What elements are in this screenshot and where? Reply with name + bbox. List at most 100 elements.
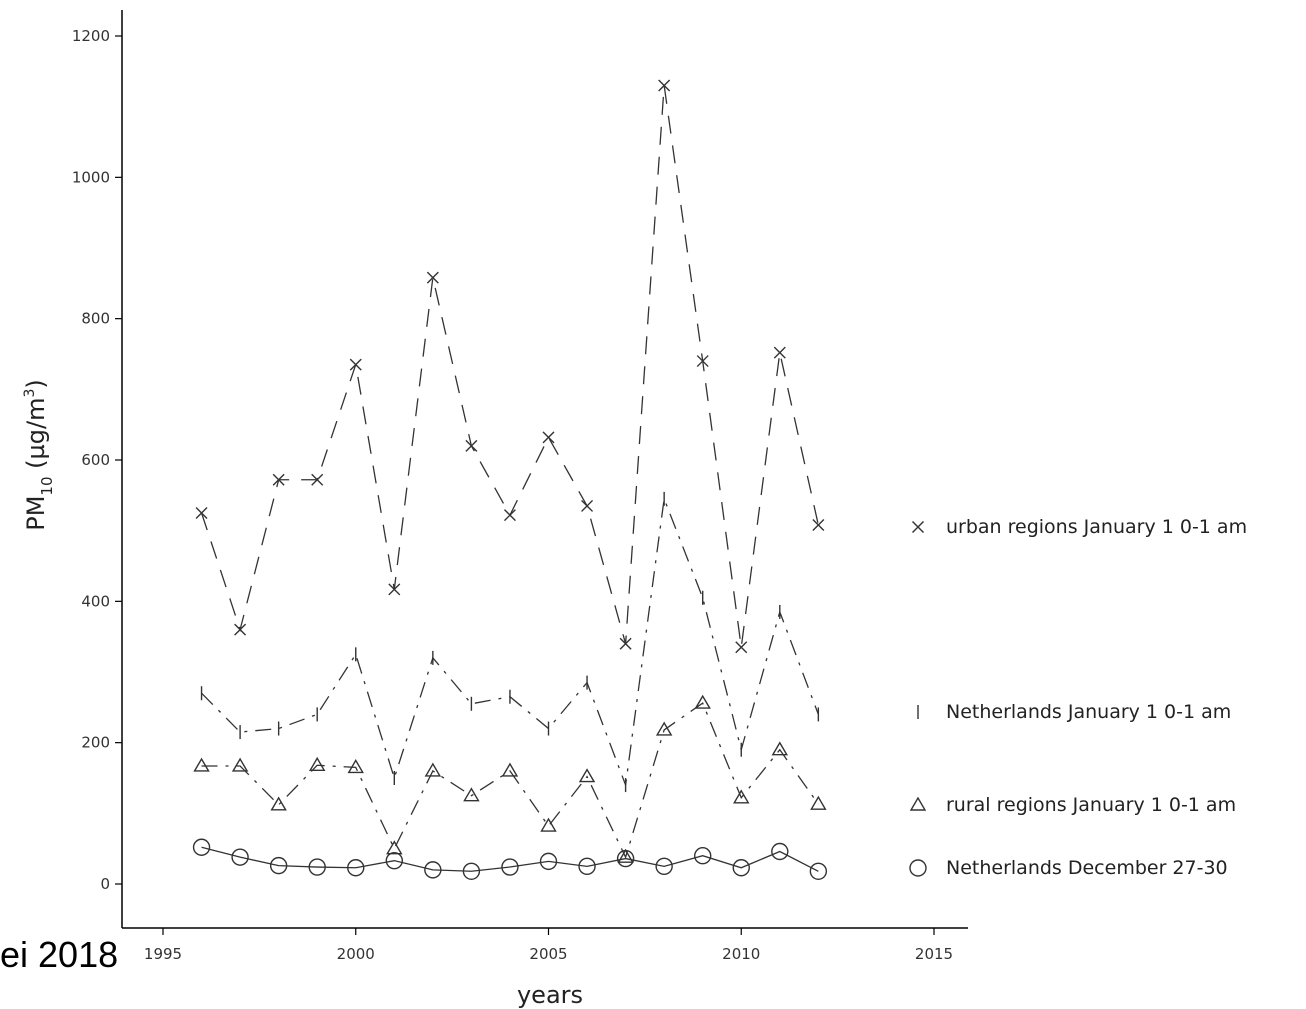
data-point xyxy=(272,473,285,486)
series-2 xyxy=(200,491,820,793)
data-point xyxy=(193,757,210,772)
data-point xyxy=(426,271,439,284)
series-line xyxy=(201,846,819,872)
y-tick-label: 1200 xyxy=(72,27,110,45)
data-point-stroke xyxy=(465,439,478,452)
data-point xyxy=(809,862,828,880)
data-point xyxy=(308,858,326,876)
legend: urban regions January 1 0-1 am Netherland… xyxy=(909,516,1247,879)
data-point xyxy=(812,519,825,532)
data-point xyxy=(617,848,634,863)
data-point xyxy=(578,857,596,876)
data-point xyxy=(735,641,748,654)
data-point xyxy=(386,840,403,855)
data-point xyxy=(540,817,557,832)
data-point xyxy=(501,762,519,777)
data-point xyxy=(231,848,249,866)
y-tick-label: 1000 xyxy=(72,168,110,186)
legend-label: Netherlands January 1 0-1 am xyxy=(946,701,1231,723)
data-point xyxy=(501,858,519,876)
data-point-stroke xyxy=(696,355,709,368)
y-tick-label: 800 xyxy=(81,310,110,328)
data-point xyxy=(347,859,365,877)
series-1 xyxy=(195,79,825,654)
data-point xyxy=(542,431,555,444)
data-point-stroke xyxy=(388,583,401,596)
data-point xyxy=(771,842,789,861)
data-point xyxy=(539,852,558,871)
legend-marker xyxy=(912,521,924,533)
data-point xyxy=(771,741,789,756)
data-point-stroke xyxy=(311,473,324,486)
data-point xyxy=(424,762,442,777)
data-point xyxy=(347,759,364,774)
data-point xyxy=(424,861,442,879)
data-point-stroke xyxy=(812,519,825,532)
data-point-stroke xyxy=(773,346,786,359)
x-tick-label: 2000 xyxy=(337,945,375,963)
data-point xyxy=(385,851,403,870)
legend-label: urban regions January 1 0-1 am xyxy=(946,516,1247,538)
y-tick-label: 600 xyxy=(81,451,110,469)
data-point xyxy=(231,757,249,772)
data-point xyxy=(192,838,211,856)
x-tick-label: 2005 xyxy=(529,945,567,963)
data-point-stroke xyxy=(426,271,439,284)
x-tick-label: 1995 xyxy=(144,945,182,963)
data-point xyxy=(308,756,326,771)
data-point xyxy=(195,507,208,519)
y-axis-title: PM10 (µg/m3) xyxy=(22,379,56,531)
x-axis-title: years xyxy=(517,981,583,1009)
x-tick-label: 2015 xyxy=(915,945,953,963)
data-point-stroke xyxy=(272,473,285,486)
legend-marker-stroke xyxy=(912,521,924,533)
data-point xyxy=(732,859,750,877)
y-tick-label: 400 xyxy=(81,592,110,610)
data-point xyxy=(773,346,786,359)
data-point xyxy=(270,796,287,811)
legend-label: Netherlands December 27-30 xyxy=(946,857,1228,879)
y-tick-label: 200 xyxy=(81,734,110,752)
data-point xyxy=(578,768,596,783)
data-point-stroke xyxy=(349,358,362,371)
data-point xyxy=(269,856,288,875)
data-point xyxy=(655,857,673,876)
axes: 0 200 400 600 800 1000 1200 1995 2000 2005 2010 20… xyxy=(72,10,968,963)
x-ticks: 1995 2000 2005 2010 2015 xyxy=(144,928,953,963)
series-line xyxy=(201,496,819,786)
data-point-stroke xyxy=(658,79,671,92)
x-tick-label: 2010 xyxy=(722,945,760,963)
data-point xyxy=(463,787,480,802)
legend-marker xyxy=(909,796,927,811)
legend-marker xyxy=(909,859,927,877)
legend-entry: urban regions January 1 0-1 am xyxy=(912,516,1247,538)
legend-label: rural regions January 1 0-1 am xyxy=(946,794,1236,816)
data-point xyxy=(694,694,711,709)
data-point xyxy=(311,473,324,486)
data-point xyxy=(616,849,635,868)
data-point xyxy=(733,789,750,804)
legend-entry: Netherlands December 27-30 xyxy=(909,857,1228,879)
data-point xyxy=(658,79,671,92)
data-point-stroke xyxy=(234,623,247,636)
data-point xyxy=(503,509,516,522)
data-point xyxy=(349,358,362,371)
overlay-text: ei 2018 xyxy=(0,934,118,975)
data-point-stroke xyxy=(735,641,748,654)
data-point xyxy=(581,499,594,512)
y-tick-label: 0 xyxy=(100,875,110,893)
series-line xyxy=(201,702,819,859)
series-line xyxy=(200,85,819,648)
data-point xyxy=(655,721,673,736)
data-point-stroke xyxy=(542,431,555,444)
data-point xyxy=(696,355,709,368)
series-3 xyxy=(193,694,827,863)
data-point-stroke xyxy=(581,499,594,512)
data-point xyxy=(388,583,401,596)
series-4 xyxy=(192,838,828,880)
data-point-stroke xyxy=(503,509,516,522)
data-point xyxy=(694,847,712,865)
series-layer xyxy=(192,79,828,880)
data-point xyxy=(465,439,478,452)
